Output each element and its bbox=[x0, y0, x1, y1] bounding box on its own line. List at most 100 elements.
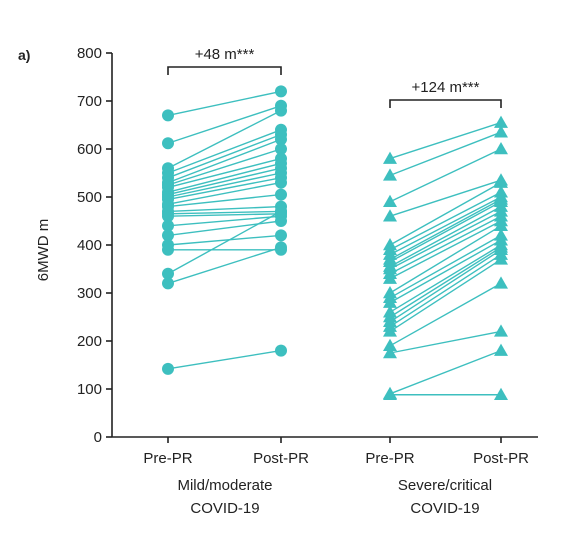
pair-line bbox=[389, 201, 502, 263]
markers bbox=[162, 85, 508, 401]
bracket-1 bbox=[389, 99, 502, 108]
x-tick-label-severe-pre: Pre-PR bbox=[365, 450, 414, 467]
pair-line bbox=[389, 282, 502, 347]
pair-line bbox=[167, 177, 282, 201]
data-point-triangle bbox=[494, 125, 508, 138]
data-point-circle bbox=[162, 243, 174, 256]
data-point-circle bbox=[275, 188, 287, 201]
data-point-circle bbox=[275, 176, 287, 189]
y-tick-label-0: 0 bbox=[94, 429, 102, 446]
data-point-triangle bbox=[494, 218, 508, 232]
pair-line bbox=[167, 105, 282, 144]
pair-line bbox=[389, 131, 502, 177]
data-point-triangle bbox=[383, 295, 397, 308]
pair-line bbox=[389, 121, 502, 160]
pair-line bbox=[389, 244, 502, 313]
data-point-circle bbox=[275, 104, 287, 117]
pair-line bbox=[167, 215, 282, 227]
data-point-circle bbox=[162, 219, 174, 232]
data-point-circle bbox=[162, 210, 174, 223]
pair-line bbox=[167, 90, 282, 117]
pair-line bbox=[389, 215, 502, 275]
data-point-circle bbox=[162, 362, 174, 375]
group-label-severe-line2: COVID-19 bbox=[410, 500, 479, 517]
pair-lines bbox=[167, 90, 502, 396]
pair-line bbox=[167, 193, 282, 208]
data-point-triangle bbox=[494, 142, 508, 155]
pair-line bbox=[389, 148, 502, 203]
pair-line bbox=[389, 249, 502, 323]
pair-line bbox=[167, 129, 282, 174]
pair-line bbox=[167, 138, 282, 184]
y-tick-label-400: 400 bbox=[77, 237, 102, 254]
data-point-circle bbox=[162, 137, 174, 150]
data-point-triangle bbox=[494, 175, 508, 188]
y-tick-label-700: 700 bbox=[77, 93, 102, 110]
pair-line bbox=[167, 210, 282, 215]
panel-label: a) bbox=[18, 47, 30, 63]
y-tick-label-800: 800 bbox=[77, 45, 102, 62]
data-point-circle bbox=[162, 267, 174, 280]
pair-line bbox=[167, 246, 282, 285]
pair-line bbox=[167, 213, 282, 217]
data-point-triangle bbox=[383, 324, 397, 337]
data-point-triangle bbox=[383, 338, 397, 352]
data-point-triangle bbox=[383, 151, 397, 164]
group-label-mild-line2: COVID-19 bbox=[190, 500, 259, 517]
pair-line bbox=[389, 239, 502, 304]
pair-line bbox=[389, 205, 502, 268]
pair-line bbox=[389, 220, 502, 280]
pair-line bbox=[167, 162, 282, 193]
pair-line bbox=[389, 210, 502, 270]
data-point-circle bbox=[162, 229, 174, 242]
data-point-triangle bbox=[383, 194, 397, 208]
pair-line bbox=[167, 157, 282, 189]
data-point-triangle bbox=[494, 252, 508, 265]
y-tick-label-300: 300 bbox=[77, 285, 102, 302]
data-point-triangle bbox=[383, 387, 397, 401]
data-point-circle bbox=[275, 205, 287, 218]
pair-line bbox=[389, 258, 502, 332]
y-tick-label-100: 100 bbox=[77, 381, 102, 398]
data-point-triangle bbox=[383, 209, 397, 222]
pair-line bbox=[167, 349, 282, 370]
data-point-triangle bbox=[494, 387, 508, 401]
y-axis-label: 6MWD m bbox=[35, 219, 52, 282]
x-tick-label-mild-post: Post-PR bbox=[253, 450, 309, 467]
bracket-0 bbox=[167, 66, 282, 75]
data-point-triangle bbox=[494, 276, 508, 289]
pair-line bbox=[167, 234, 282, 246]
pair-line bbox=[389, 196, 502, 256]
pair-line bbox=[389, 254, 502, 328]
data-point-triangle bbox=[383, 168, 397, 181]
pair-line bbox=[167, 220, 282, 237]
pair-line bbox=[389, 234, 502, 299]
group-label-mild-line1: Mild/moderate bbox=[177, 477, 272, 494]
data-point-triangle bbox=[494, 324, 508, 337]
pair-line bbox=[389, 330, 502, 354]
x-tick-label-mild-pre: Pre-PR bbox=[143, 450, 192, 467]
data-point-circle bbox=[275, 85, 287, 98]
pair-line bbox=[389, 225, 502, 294]
pair-line bbox=[167, 109, 282, 169]
pair-line bbox=[167, 205, 282, 213]
pair-line bbox=[167, 181, 282, 205]
significance-brackets: +48 m*** +124 m*** bbox=[167, 46, 502, 108]
data-point-triangle bbox=[494, 115, 508, 128]
data-point-circle bbox=[275, 133, 287, 146]
data-point-circle bbox=[162, 277, 174, 290]
y-tick-label-600: 600 bbox=[77, 141, 102, 158]
pair-line bbox=[167, 133, 282, 179]
data-point-triangle bbox=[383, 346, 397, 359]
data-point-circle bbox=[275, 241, 287, 254]
pair-line bbox=[389, 191, 502, 251]
y-tick-label-200: 200 bbox=[77, 333, 102, 350]
annotation-0: +48 m*** bbox=[195, 46, 255, 63]
group-label-severe-line1: Severe/critical bbox=[398, 477, 492, 494]
data-point-circle bbox=[275, 143, 287, 155]
data-point-circle bbox=[275, 215, 287, 227]
pair-line bbox=[389, 181, 502, 246]
data-point-circle bbox=[275, 344, 287, 357]
pair-line bbox=[167, 167, 282, 196]
